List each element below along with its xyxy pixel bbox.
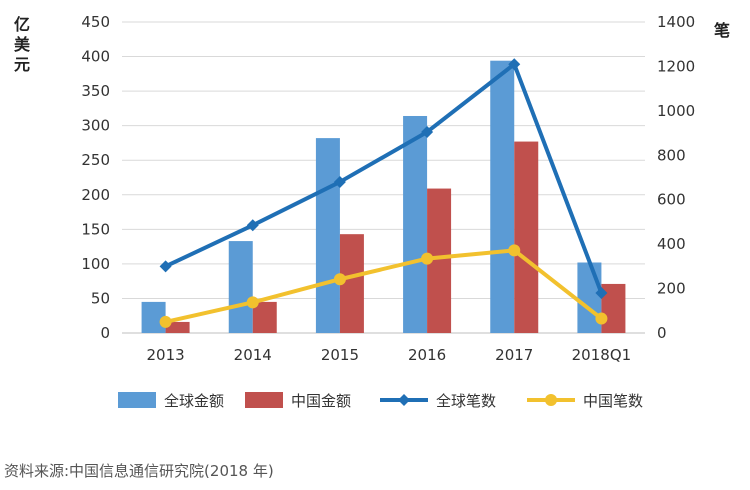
legend-swatch bbox=[118, 392, 156, 408]
legend-swatch bbox=[245, 392, 283, 408]
legend-label: 全球笔数 bbox=[436, 392, 496, 410]
legend-label: 全球金额 bbox=[164, 392, 224, 410]
bar-global-amount bbox=[490, 60, 515, 334]
lines bbox=[159, 58, 608, 328]
left-axis-unit-char: 元 bbox=[14, 55, 30, 74]
right-tick-label: 800 bbox=[657, 146, 686, 164]
left-tick-label: 350 bbox=[81, 82, 110, 100]
category-label: 2015 bbox=[321, 346, 359, 364]
point-china-count bbox=[421, 252, 434, 265]
point-global-count bbox=[421, 125, 434, 138]
point-china-count bbox=[595, 312, 608, 325]
left-tick-label: 50 bbox=[91, 289, 110, 307]
left-axis-ticks: 0 50 100 150 200 250 300 350 400 450 bbox=[81, 13, 110, 342]
category-label: 2013 bbox=[146, 346, 184, 364]
bars bbox=[141, 60, 626, 334]
right-tick-label: 0 bbox=[657, 324, 667, 342]
point-china-count bbox=[508, 244, 521, 257]
point-china-count bbox=[159, 315, 172, 328]
point-global-count bbox=[159, 260, 172, 273]
axis-units: 亿美元 笔 bbox=[14, 15, 730, 74]
bar-global-amount bbox=[315, 138, 340, 333]
left-tick-label: 0 bbox=[100, 324, 110, 342]
right-axis-unit: 笔 bbox=[714, 21, 730, 40]
left-axis-unit-char: 美 bbox=[14, 35, 31, 54]
legend-label: 中国金额 bbox=[291, 392, 351, 410]
bar-global-amount bbox=[228, 241, 253, 333]
point-china-count bbox=[333, 273, 346, 286]
point-global-count bbox=[595, 287, 608, 300]
right-axis-ticks: 0 200 400 600 800 1000 1200 1400 bbox=[657, 13, 695, 342]
left-tick-label: 200 bbox=[81, 186, 110, 204]
category-label: 2014 bbox=[234, 346, 272, 364]
left-tick-label: 300 bbox=[81, 117, 110, 135]
bar-china-amount bbox=[514, 141, 539, 333]
left-tick-label: 100 bbox=[81, 255, 110, 273]
category-axis: 2013 2014 2015 2016 2017 2018Q1 bbox=[146, 346, 631, 364]
point-global-count bbox=[508, 58, 521, 71]
bar-china-amount bbox=[165, 321, 190, 333]
line-china-count bbox=[165, 248, 603, 324]
legend: 全球金额 中国金额 全球笔数 中国笔数 bbox=[118, 392, 643, 410]
left-tick-label: 400 bbox=[81, 48, 110, 66]
left-tick-label: 450 bbox=[81, 13, 110, 31]
bar-china-amount bbox=[252, 301, 277, 333]
grid-lines bbox=[122, 21, 645, 334]
point-global-count bbox=[333, 175, 346, 188]
bar-global-amount bbox=[403, 115, 428, 333]
legend-marker bbox=[398, 394, 410, 406]
left-axis-unit-char: 亿 bbox=[14, 15, 30, 34]
right-tick-label: 600 bbox=[657, 191, 686, 209]
legend-marker bbox=[545, 394, 557, 406]
point-china-count bbox=[246, 296, 259, 309]
category-label: 2017 bbox=[495, 346, 533, 364]
left-tick-label: 250 bbox=[81, 151, 110, 169]
category-label: 2018Q1 bbox=[572, 346, 632, 364]
point-global-count bbox=[246, 219, 259, 232]
right-tick-label: 200 bbox=[657, 280, 686, 298]
right-tick-label: 1000 bbox=[657, 102, 695, 120]
right-tick-label: 1200 bbox=[657, 57, 695, 75]
left-tick-label: 150 bbox=[81, 220, 110, 238]
legend-label: 中国笔数 bbox=[583, 392, 643, 410]
right-tick-label: 1400 bbox=[657, 13, 695, 31]
right-tick-label: 400 bbox=[657, 235, 686, 253]
category-label: 2016 bbox=[408, 346, 446, 364]
source-note: 资料来源:中国信息通信研究院(2018 年) bbox=[4, 462, 274, 480]
line-global-count bbox=[164, 62, 604, 294]
